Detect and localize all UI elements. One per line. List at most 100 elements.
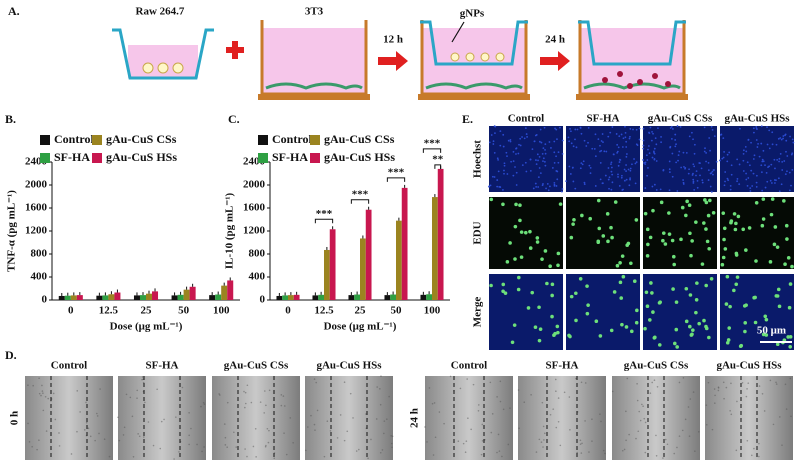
cell [501, 289, 505, 294]
cell [685, 199, 689, 204]
texture [544, 143, 547, 146]
texture [561, 190, 563, 193]
texture [188, 443, 190, 446]
texture [628, 137, 631, 140]
cell [550, 293, 554, 298]
texture [723, 397, 725, 400]
texture [636, 382, 638, 385]
texture [38, 439, 40, 441]
cell [691, 328, 695, 332]
scratch-image [118, 376, 206, 460]
texture [676, 446, 678, 449]
texture [355, 450, 358, 452]
texture [788, 189, 791, 192]
cell [535, 236, 540, 240]
texture [638, 410, 641, 413]
texture [664, 438, 667, 441]
texture [611, 173, 614, 176]
texture [591, 418, 593, 420]
texture [627, 168, 630, 171]
texture [531, 148, 534, 151]
texture [108, 455, 111, 458]
texture [722, 381, 725, 384]
cell [784, 223, 789, 228]
cell [704, 227, 708, 231]
cell [761, 197, 766, 201]
texture [477, 404, 480, 406]
texture [218, 393, 220, 395]
texture [647, 148, 649, 151]
cell [697, 321, 701, 326]
texture [96, 415, 99, 417]
texture [620, 176, 623, 179]
texture [625, 439, 627, 442]
texture [642, 405, 644, 408]
texture [768, 129, 771, 132]
significance-label: *** [352, 188, 369, 200]
cell [674, 300, 679, 304]
texture [44, 395, 47, 398]
texture [617, 146, 620, 149]
texture [523, 137, 526, 140]
texture [668, 168, 671, 171]
texture [689, 398, 692, 400]
texture [684, 166, 687, 169]
texture [643, 417, 646, 420]
texture [58, 432, 60, 434]
texture [466, 378, 468, 380]
texture [556, 138, 558, 141]
texture [507, 443, 510, 446]
texture [727, 179, 730, 182]
texture [591, 440, 593, 442]
texture [255, 456, 257, 458]
cell [505, 260, 510, 264]
cell [518, 218, 522, 223]
cell [768, 260, 773, 264]
cell [743, 321, 748, 325]
legend-swatch [92, 153, 102, 163]
texture [752, 158, 755, 160]
texture [585, 145, 588, 147]
cell [694, 310, 698, 315]
cell [609, 328, 614, 333]
cell [538, 327, 543, 331]
texture [683, 166, 685, 168]
texture [349, 392, 352, 395]
texture [691, 174, 694, 176]
texture [729, 409, 731, 412]
texture [569, 173, 572, 175]
texture [580, 381, 583, 384]
texture [268, 389, 271, 392]
texture [786, 170, 788, 173]
cell [543, 249, 548, 253]
texture [615, 133, 618, 135]
texture [789, 377, 792, 380]
texture [307, 426, 309, 428]
cell [661, 231, 666, 235]
bar [177, 294, 184, 300]
cell [734, 221, 738, 226]
texture [144, 401, 146, 404]
texture [572, 180, 575, 183]
texture [655, 454, 658, 457]
texture [568, 140, 571, 143]
texture [746, 439, 749, 442]
texture [623, 179, 626, 182]
texture [657, 127, 659, 130]
texture [143, 436, 145, 438]
texture [449, 375, 452, 378]
texture [625, 178, 628, 181]
texture [163, 418, 165, 421]
texture [682, 179, 684, 181]
texture [648, 131, 650, 134]
texture [76, 390, 79, 392]
texture [768, 147, 771, 150]
texture [518, 143, 520, 146]
legend-swatch [40, 153, 50, 163]
texture [688, 135, 691, 138]
texture [390, 434, 392, 437]
significance-label: *** [424, 137, 441, 149]
texture [604, 174, 607, 177]
column-label: gAu-CuS CSs [648, 113, 713, 125]
texture [692, 182, 695, 184]
